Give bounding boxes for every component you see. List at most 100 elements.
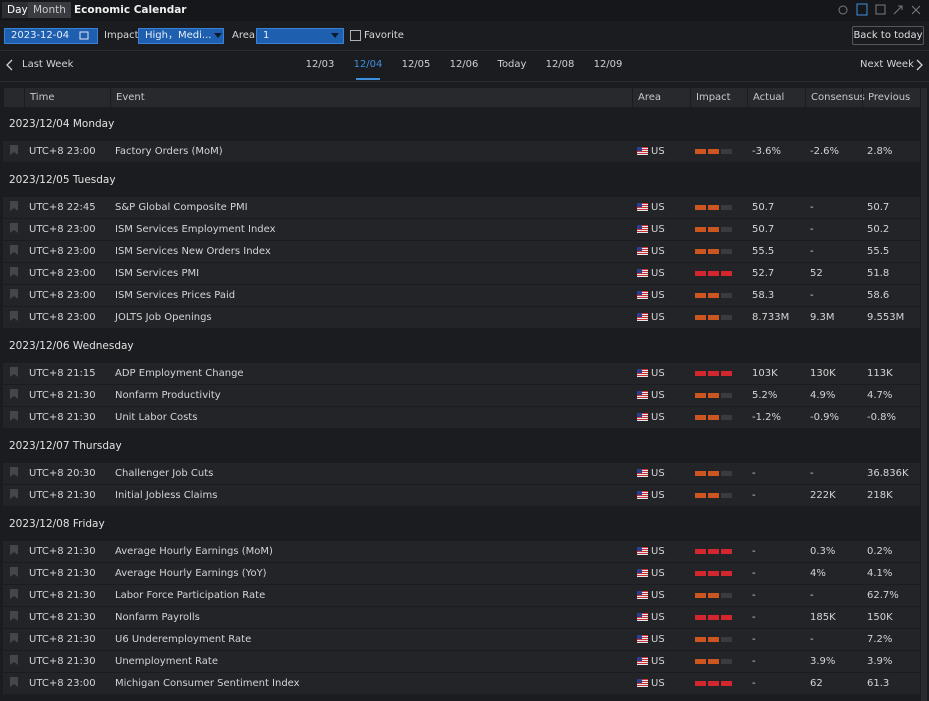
last-week[interactable]: Last Week — [22, 59, 73, 71]
scrollbar[interactable] — [921, 88, 927, 701]
event-row[interactable]: UTC+8 23:00ISM Services Employment Index… — [3, 219, 920, 241]
impact-bar — [695, 271, 706, 276]
date-group-header: 2023/12/04 Monday — [3, 107, 920, 141]
back-to-today-button[interactable]: Back to today — [852, 26, 924, 45]
refresh-icon[interactable] — [839, 6, 847, 14]
bookmark-icon[interactable] — [10, 589, 18, 599]
impact-cell — [690, 363, 747, 384]
previous-cell: 51.8 — [862, 263, 920, 284]
event-row[interactable]: UTC+8 20:30Challenger Job CutsUS--36.836… — [3, 463, 920, 485]
bookmark-icon[interactable] — [10, 567, 18, 577]
bookmark-icon[interactable] — [10, 489, 18, 499]
day-tab[interactable]: 12/03 — [300, 59, 340, 71]
area-cell: US — [632, 385, 690, 406]
day-tab[interactable]: 12/04 — [348, 59, 388, 71]
bookmark-icon[interactable] — [10, 267, 18, 277]
event-row[interactable]: UTC+8 23:00ISM Services New Orders Index… — [3, 241, 920, 263]
bookmark-icon[interactable] — [10, 677, 18, 687]
bookmark-icon[interactable] — [10, 389, 18, 399]
window-controls[interactable] — [836, 3, 926, 17]
consensus-cell: 130K — [805, 363, 862, 384]
event-row[interactable]: UTC+8 23:00Factory Orders (MoM)US-3.6%-2… — [3, 141, 920, 163]
pin-icon[interactable] — [857, 4, 867, 15]
maximize-icon[interactable] — [894, 6, 902, 14]
bookmark-icon[interactable] — [10, 201, 18, 211]
previous-cell: 58.6 — [862, 285, 920, 306]
event-row[interactable]: UTC+8 23:00ISM Services Prices PaidUS58.… — [3, 285, 920, 307]
impact-bars — [695, 571, 732, 576]
event-row[interactable]: UTC+8 21:30Labor Force Participation Rat… — [3, 585, 920, 607]
event-cell: ISM Services Employment Index — [110, 219, 632, 240]
day-tab[interactable]: 12/08 — [540, 59, 580, 71]
event-row[interactable]: UTC+8 23:00Michigan Consumer Sentiment I… — [3, 673, 920, 695]
event-row[interactable]: UTC+8 21:30Average Hourly Earnings (MoM)… — [3, 541, 920, 563]
day-tab[interactable]: Today — [492, 59, 532, 71]
bookmark-cell — [3, 651, 24, 672]
impact-bar — [695, 249, 706, 254]
bookmark-icon[interactable] — [10, 367, 18, 377]
area-text: US — [651, 268, 665, 279]
tab-month[interactable]: Month — [28, 2, 71, 18]
bookmark-cell — [3, 241, 24, 262]
area-text: US — [651, 246, 665, 257]
impact-bar — [721, 371, 732, 376]
event-row[interactable]: UTC+8 23:00JOLTS Job OpeningsUS8.733M9.3… — [3, 307, 920, 329]
favorite-checkbox[interactable] — [350, 30, 361, 41]
day-tab[interactable]: 12/06 — [444, 59, 484, 71]
event-row[interactable]: UTC+8 23:00ISM Services PMIUS52.75251.8 — [3, 263, 920, 285]
bookmark-icon[interactable] — [10, 655, 18, 665]
event-row[interactable]: UTC+8 22:45S&P Global Composite PMIUS50.… — [3, 197, 920, 219]
consensus-cell: - — [805, 197, 862, 218]
impact-bar — [695, 205, 706, 210]
event-row[interactable]: UTC+8 21:30Nonfarm ProductivityUS5.2%4.9… — [3, 385, 920, 407]
bookmark-icon[interactable] — [10, 467, 18, 477]
impact-cell — [690, 463, 747, 484]
flag-icon — [637, 369, 648, 377]
event-row[interactable]: UTC+8 21:30Unit Labor CostsUS-1.2%-0.9%-… — [3, 407, 920, 429]
area-text: US — [651, 412, 665, 423]
close-icon[interactable] — [912, 6, 920, 14]
prev-arrow[interactable] — [5, 59, 15, 71]
event-row[interactable]: UTC+8 21:15ADP Employment ChangeUS103K13… — [3, 363, 920, 385]
previous-cell: 50.2 — [862, 219, 920, 240]
column-header: Area — [632, 88, 690, 107]
column-header: Time — [24, 88, 110, 107]
impact-bar — [721, 471, 732, 476]
consensus-cell: - — [805, 585, 862, 606]
day-tab[interactable]: 12/05 — [396, 59, 436, 71]
bookmark-icon[interactable] — [10, 223, 18, 233]
impact-bars — [695, 293, 732, 298]
bookmark-icon[interactable] — [10, 411, 18, 421]
event-row[interactable]: UTC+8 21:30U6 Underemployment RateUS--7.… — [3, 629, 920, 651]
bookmark-icon[interactable] — [10, 545, 18, 555]
time-cell: UTC+8 21:30 — [24, 485, 110, 506]
day-tab[interactable]: 12/09 — [588, 59, 628, 71]
time-cell: UTC+8 21:30 — [24, 585, 110, 606]
window-title: Economic Calendar — [74, 2, 187, 18]
area-text: US — [651, 368, 665, 379]
event-row[interactable]: UTC+8 21:30Nonfarm PayrollsUS-185K150K — [3, 607, 920, 629]
bookmark-icon[interactable] — [10, 245, 18, 255]
column-header: Consensus — [805, 88, 862, 107]
restore-icon[interactable] — [876, 5, 885, 14]
bookmark-icon[interactable] — [10, 311, 18, 321]
date-group-header: 2023/12/05 Tuesday — [3, 163, 920, 197]
bookmark-icon[interactable] — [10, 289, 18, 299]
favorite-label[interactable]: Favorite — [364, 28, 404, 44]
flag-icon — [637, 635, 648, 643]
event-row[interactable]: UTC+8 21:30Average Hourly Earnings (YoY)… — [3, 563, 920, 585]
next-arrow[interactable] — [914, 59, 924, 71]
event-row[interactable]: UTC+8 21:30Unemployment RateUS-3.9%3.9% — [3, 651, 920, 673]
impact-bars — [695, 681, 732, 686]
bookmark-icon[interactable] — [10, 145, 18, 155]
impact-bar — [695, 393, 706, 398]
impact-cell — [690, 263, 747, 284]
impact-bar — [721, 415, 732, 420]
bookmark-icon[interactable] — [10, 633, 18, 643]
event-row[interactable]: UTC+8 21:30Initial Jobless ClaimsUS-222K… — [3, 485, 920, 507]
next-week[interactable]: Next Week — [860, 59, 914, 71]
impact-bar — [695, 571, 706, 576]
actual-cell: - — [747, 563, 805, 584]
event-cell: S&P Global Composite PMI — [110, 197, 632, 218]
bookmark-icon[interactable] — [10, 611, 18, 621]
